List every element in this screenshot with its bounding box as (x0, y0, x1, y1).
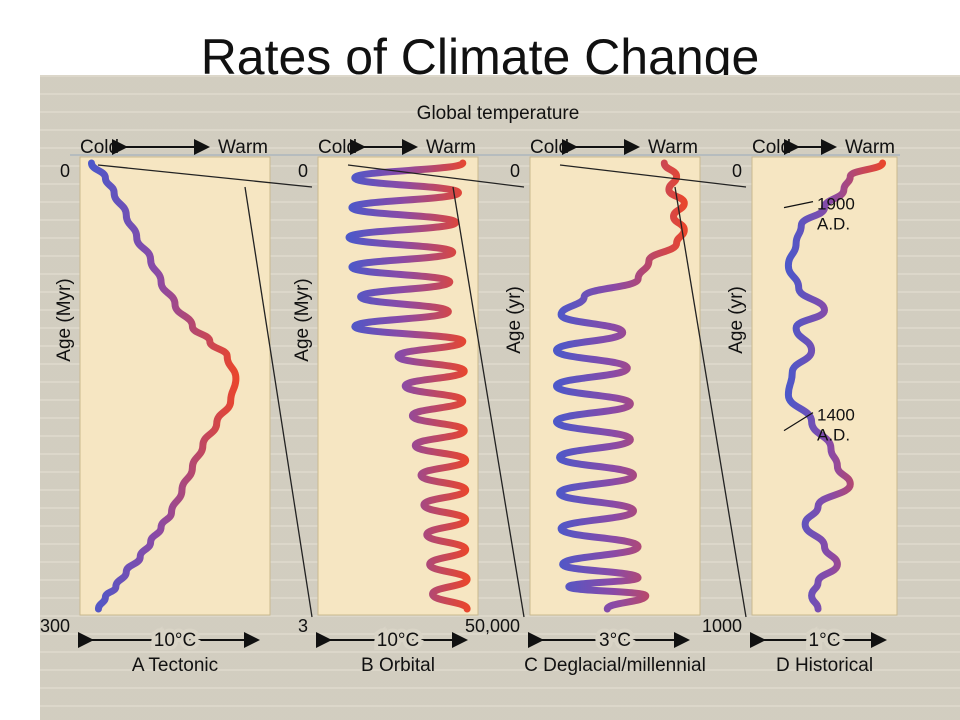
annotation-era: A.D. (817, 215, 850, 234)
panel-1: Cold Warm 0 300 Age (Myr) 10°C A Tectonic (40, 137, 271, 676)
scale-label: 10°C (154, 630, 196, 651)
cold-label: Cold (318, 137, 357, 158)
cold-label: Cold (80, 137, 119, 158)
y-axis-label: Age (Myr) (292, 278, 313, 361)
panel-2: Cold Warm 0 3 Age (Myr) 10°C B Orbital (292, 137, 479, 676)
cold-label: Cold (752, 137, 791, 158)
scale-label: 10°C (377, 630, 419, 651)
warm-label: Warm (845, 137, 895, 158)
y-axis-label: Age (yr) (504, 286, 525, 354)
panel-label: D Historical (776, 655, 873, 676)
temperature-curve (552, 159, 688, 613)
temperature-curve (345, 159, 471, 613)
annotation-year: 1900 (817, 195, 855, 214)
panel-label: B Orbital (361, 655, 435, 676)
temperature-curve (784, 159, 887, 613)
panel-4: Cold Warm 0 1000 Age (yr) 1°C D Historical 1900… (702, 137, 898, 676)
connector-top (97, 164, 313, 188)
connector-top (347, 164, 525, 188)
cold-label: Cold (530, 137, 569, 158)
y-bottom-label: 300 (40, 616, 70, 636)
annotation-leader (783, 412, 814, 432)
y-top-label: 0 (60, 161, 70, 181)
y-bottom-label: 50,000 (465, 616, 520, 636)
y-bottom-label: 3 (298, 616, 308, 636)
figure-title: Global temperature (417, 103, 580, 124)
annotation-label: 1400 A.D. (817, 406, 855, 445)
y-top-label: 0 (510, 161, 520, 181)
connector-top (559, 164, 747, 188)
warm-label: Warm (218, 137, 268, 158)
connector-bottom (244, 186, 313, 618)
panel-background (79, 156, 271, 616)
scale-label: 1°C (809, 630, 841, 651)
connector-bottom (452, 186, 525, 618)
figure: Global temperature Cold Warm 0 300 Age (Myr)… (40, 75, 960, 720)
annotation-label: 1900 A.D. (817, 195, 855, 234)
annotation-era: A.D. (817, 426, 850, 445)
y-top-label: 0 (732, 161, 742, 181)
panel-label: C Deglacial/millennial (524, 655, 706, 676)
y-axis-label: Age (yr) (726, 286, 747, 354)
temperature-curve (87, 159, 240, 613)
panel-label: A Tectonic (132, 655, 218, 676)
connector-bottom (674, 186, 747, 618)
y-top-label: 0 (298, 161, 308, 181)
warm-label: Warm (648, 137, 698, 158)
annotation-leader (783, 201, 814, 209)
annotation-year: 1400 (817, 406, 855, 425)
warm-label: Warm (426, 137, 476, 158)
y-bottom-label: 1000 (702, 616, 742, 636)
scale-label: 3°C (599, 630, 631, 651)
panel-3: Cold Warm 0 50,000 Age (yr) 3°C C Deglacial/mi… (465, 137, 706, 676)
y-axis-label: Age (Myr) (54, 278, 75, 361)
